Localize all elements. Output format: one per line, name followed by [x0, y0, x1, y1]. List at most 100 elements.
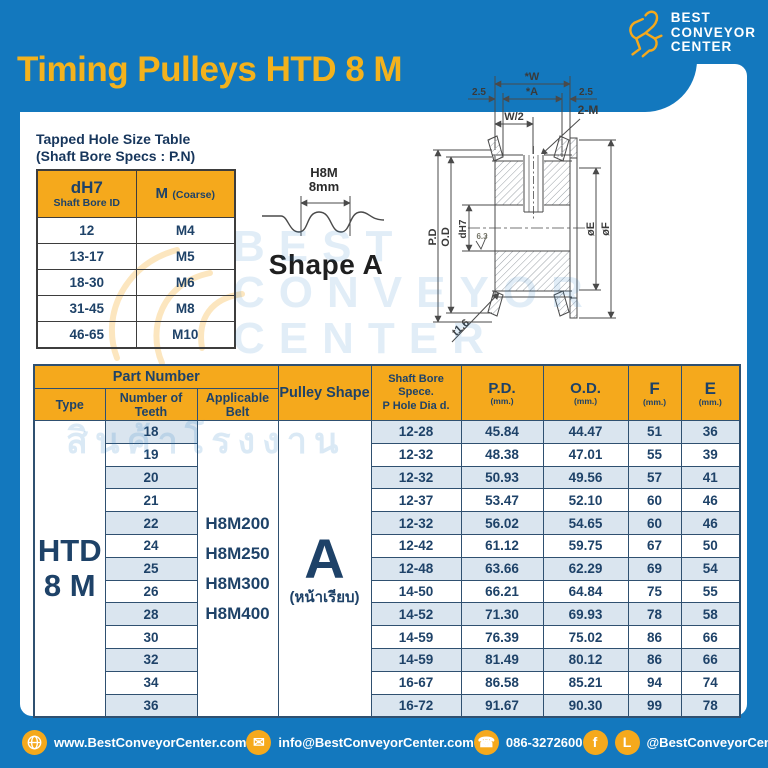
teeth-cell: 21 — [104, 488, 198, 513]
pd-cell: 71.30 — [460, 602, 544, 627]
pd-cell: 61.12 — [460, 533, 544, 558]
teeth-cell: 20 — [104, 465, 198, 490]
e-cell: 55 — [680, 579, 741, 604]
tap-header-bore: dH7 Shaft Bore ID — [36, 169, 137, 218]
table-row: 19 12-32 48.38 47.01 55 39 — [34, 442, 741, 467]
footer-social: f L @BestConveyorCenter — [582, 729, 768, 755]
teeth-cell: 28 — [104, 602, 198, 627]
bore-cell: 12-28 — [370, 420, 462, 444]
teeth-cell: 30 — [104, 625, 198, 649]
bore-cell: 16-67 — [370, 670, 462, 695]
od-cell: 80.12 — [542, 647, 629, 672]
od-cell: 47.01 — [542, 442, 629, 467]
brand-name: BEST CONVEYOR CENTER — [670, 10, 756, 55]
goat-logo-icon — [628, 10, 663, 58]
teeth-cell: 18 — [104, 420, 198, 444]
bore-cell: 14-59 — [370, 625, 462, 649]
bore-cell: 12-37 — [370, 488, 462, 513]
e-cell: 36 — [680, 420, 741, 444]
dim-label-t1_6: t1.6 — [450, 317, 472, 339]
phone-icon: ☎ — [473, 729, 499, 755]
header-part-number: Part Number — [33, 364, 279, 389]
dim-label-a: *A — [526, 86, 538, 98]
tooth-profile-diagram: H8M 8mm — [262, 165, 385, 236]
e-cell: 66 — [680, 647, 741, 672]
tapped-hole-table: dH7 Shaft Bore ID M (Coarse) 12 M4 13-17 M… — [36, 169, 236, 349]
e-cell: 66 — [680, 625, 741, 649]
pd-cell: 86.58 — [460, 670, 544, 695]
pd-cell: 48.38 — [460, 442, 544, 467]
profile-label-pitch: 8mm — [309, 179, 339, 194]
table-row: 25 12-48 63.66 62.29 69 54 — [34, 556, 741, 581]
f-cell: 55 — [627, 442, 682, 467]
header-pulley-shape: Pulley Shape — [277, 364, 372, 421]
e-cell: 78 — [680, 693, 741, 718]
line-icon: L — [614, 729, 640, 755]
table-row: 34 16-67 86.58 85.21 94 74 — [34, 670, 741, 695]
od-cell: 64.84 — [542, 579, 629, 604]
teeth-cell: 34 — [104, 670, 198, 695]
type-cell: HTD 8 M — [33, 420, 106, 718]
table-row: 18-30 M6 — [36, 269, 236, 296]
od-cell: 69.93 — [542, 602, 629, 627]
header-pd: P.D. (mm.) — [460, 364, 544, 421]
shape-a-label: Shape A — [268, 249, 384, 280]
footer-email-text: info@BestConveyorCenter.com — [278, 734, 474, 750]
pd-cell: 63.66 — [460, 556, 544, 581]
e-cell: 41 — [680, 465, 741, 490]
header-band — [0, 0, 697, 112]
f-cell: 86 — [627, 647, 682, 672]
shape-cell: A (หน้าเรียบ) — [277, 420, 372, 718]
dim-label-w2: W/2 — [504, 111, 524, 123]
pd-cell: 81.49 — [460, 647, 544, 672]
f-cell: 60 — [627, 511, 682, 535]
dim-label-f: øF — [600, 222, 612, 236]
f-cell: 51 — [627, 420, 682, 444]
footer-website: www.BestConveyorCenter.com — [22, 729, 246, 755]
spec-table: Part Number Pulley Shape Shaft Bore Spec… — [33, 364, 742, 719]
teeth-cell: 22 — [104, 511, 198, 535]
tapped-hole-table-title: Tapped Hole Size Table (Shaft Bore Specs… — [36, 131, 196, 164]
pd-cell: 50.93 — [460, 465, 544, 490]
dim-label-dh7: dH7 — [458, 219, 469, 238]
e-cell: 50 — [680, 533, 741, 558]
bore-cell: 14-52 — [370, 602, 462, 627]
pd-cell: 53.47 — [460, 488, 544, 513]
table-row: 32 14-59 81.49 80.12 86 66 — [34, 647, 741, 672]
table-row: 26 14-50 66.21 64.84 75 55 — [34, 579, 741, 604]
dim-label-w: *W — [525, 71, 540, 83]
bore-cell: 14-50 — [370, 579, 462, 604]
f-cell: 69 — [627, 556, 682, 581]
bore-cell: 12-32 — [370, 511, 462, 535]
teeth-cell: 36 — [104, 693, 198, 718]
table-row: 46-65 M10 — [36, 321, 236, 349]
teeth-cell: 32 — [104, 647, 198, 672]
od-cell: 54.65 — [542, 511, 629, 535]
f-cell: 57 — [627, 465, 682, 490]
globe-icon — [22, 729, 47, 755]
header-shaft-bore: Shaft Bore Spece. P Hole Dia d. — [370, 364, 462, 421]
pulley-cross-section-drawing: *W *A 2.5 2.5 W/2 2-M P.D O.D dH7 6.3 øE… — [427, 71, 616, 343]
bore-cell: 12-48 — [370, 556, 462, 581]
header-type: Type — [33, 388, 106, 421]
profile-label-h8m: H8M — [310, 165, 337, 180]
dim-label-2_5-left: 2.5 — [472, 87, 486, 98]
belt-cell: H8M200 H8M250 H8M300 H8M400 — [196, 420, 279, 718]
table-row: 36 16-72 91.67 90.30 99 78 — [34, 693, 741, 718]
od-cell: 52.10 — [542, 488, 629, 513]
dim-label-roughness: 6.3 — [476, 232, 488, 241]
bore-cell: 16-72 — [370, 693, 462, 718]
bore-cell: 12-32 — [370, 442, 462, 467]
teeth-cell: 26 — [104, 579, 198, 604]
footer-phone-text: 086-3272600 — [505, 734, 583, 750]
table-row: 30 14-59 76.39 75.02 86 66 — [34, 625, 741, 649]
e-cell: 74 — [680, 670, 741, 695]
f-cell: 78 — [627, 602, 682, 627]
od-cell: 59.75 — [542, 533, 629, 558]
header-belt: Applicable Belt — [196, 388, 279, 421]
od-cell: 49.56 — [542, 465, 629, 490]
footer-email: ✉ info@BestConveyorCenter.com — [246, 729, 474, 755]
f-cell: 67 — [627, 533, 682, 558]
f-cell: 60 — [627, 488, 682, 513]
dim-label-2_5-right: 2.5 — [579, 87, 593, 98]
